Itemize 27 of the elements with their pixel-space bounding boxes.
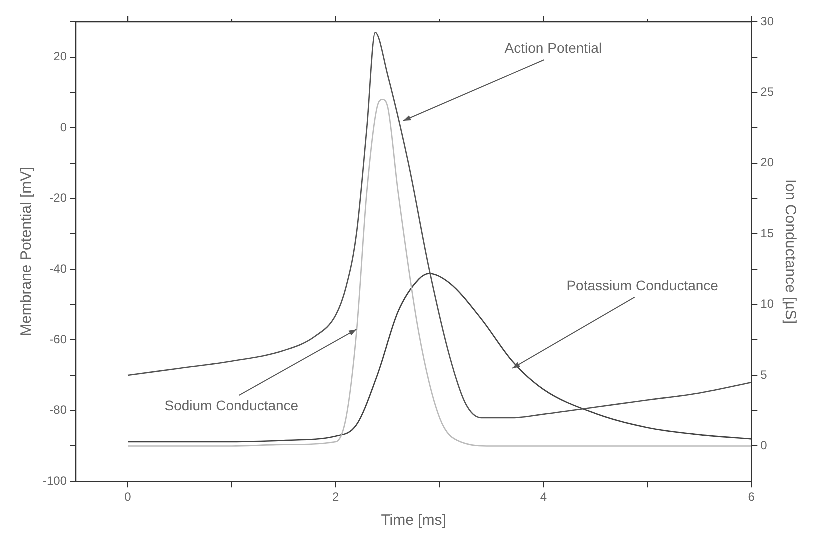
y-tick-label: -60 (50, 332, 68, 346)
x-tick-label: 2 (332, 490, 340, 504)
y2-tick-label: 30 (760, 14, 774, 28)
y-tick-label: -100 (42, 474, 68, 488)
y-tick-label: -40 (50, 262, 68, 276)
line-series (127, 99, 752, 447)
x-axis-title: Time [ms] (381, 512, 446, 530)
y-tick-label: -80 (50, 403, 68, 418)
x-tick-label: 6 (748, 490, 756, 504)
y-axis-title: Membrane Potential [mV] (18, 167, 36, 336)
y2-tick-label: 15 (760, 226, 774, 240)
y2-tick-label: 10 (760, 297, 774, 312)
x-tick-label: 4 (540, 490, 548, 504)
y2-tick-label: 25 (760, 85, 774, 100)
y-tick-label: 20 (54, 50, 68, 64)
y2-tick-label: 5 (760, 368, 768, 382)
x-tick-label: 0 (124, 490, 132, 504)
annotation: Sodium Conductance (164, 397, 299, 414)
y-tick-label: 0 (60, 120, 68, 134)
y2-tick-label: 20 (760, 156, 774, 170)
line-series (127, 32, 752, 419)
annotation: Action Potential (504, 40, 602, 56)
y-tick-label: -20 (50, 191, 68, 206)
y2-axis-title: Ion Conductance [µS] (782, 180, 799, 324)
line-series (127, 273, 752, 443)
y2-tick-label: 0 (760, 438, 768, 453)
annotation: Potassium Conductance (566, 277, 719, 294)
